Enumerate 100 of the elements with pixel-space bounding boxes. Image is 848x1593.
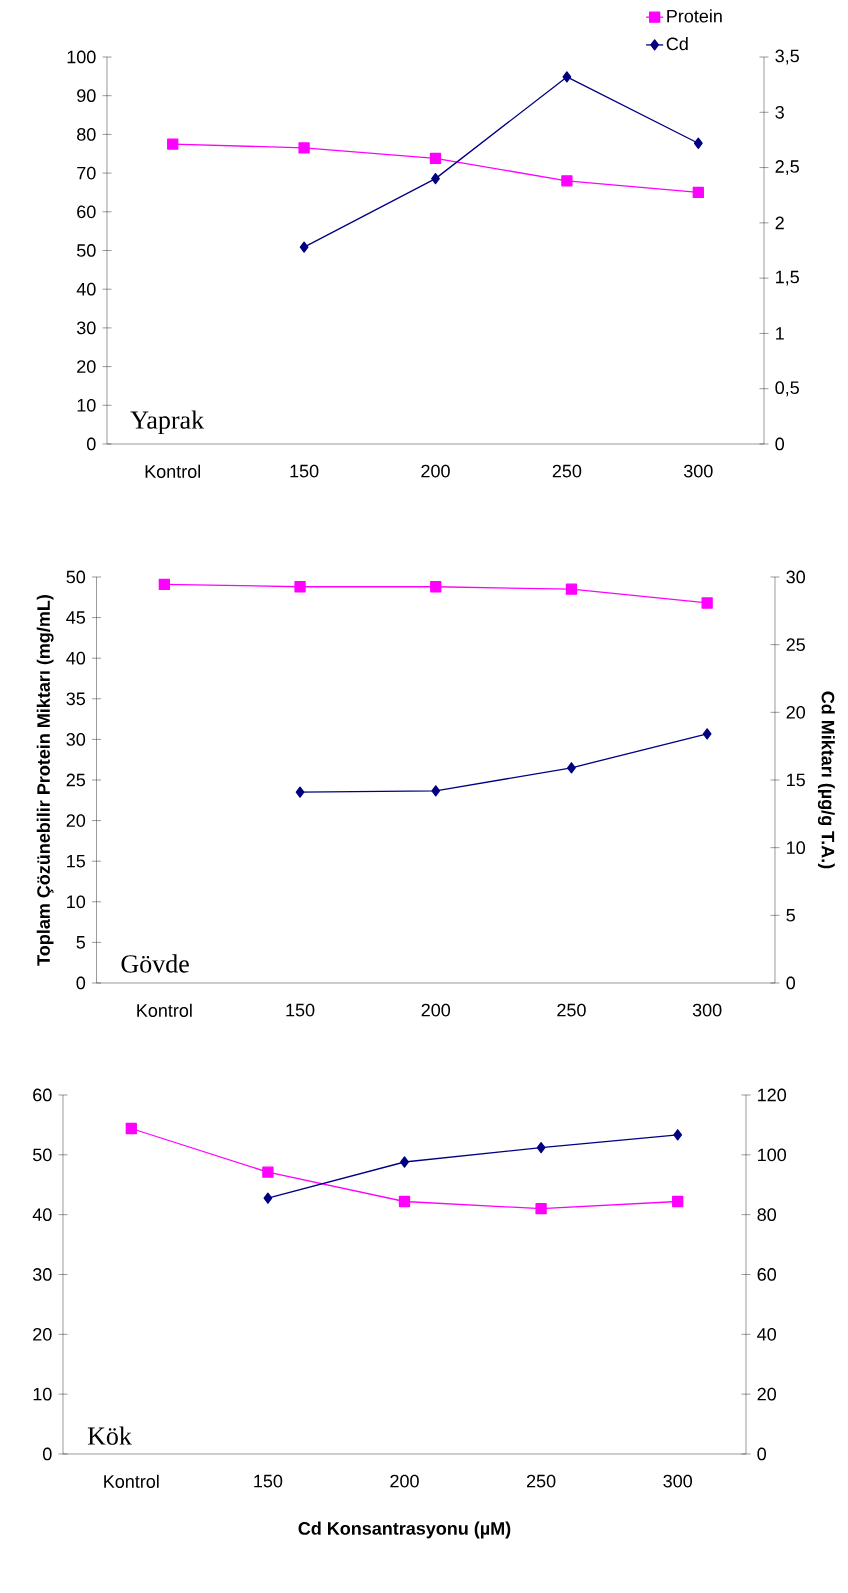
point (692, 186, 704, 199)
y2-tick-label: 40 (757, 1327, 777, 1341)
y2-tick-label: 5 (786, 909, 795, 922)
point (431, 785, 441, 797)
y2-axis-title: Cd Miktarı (µg/g T.A.) (817, 691, 835, 869)
y2-tick-label: 1 (776, 327, 784, 340)
point (701, 597, 713, 609)
point (562, 71, 572, 83)
point (398, 1195, 411, 1208)
y-tick-label: 30 (66, 733, 86, 746)
y2-tick-label: 30 (786, 570, 806, 584)
y2-tick-label: 3,5 (775, 49, 799, 65)
y-tick-label: 10 (77, 398, 96, 412)
point (158, 578, 170, 590)
point (672, 1195, 684, 1208)
x-tick-label: 200 (421, 1003, 451, 1017)
point (294, 581, 306, 593)
y-tick-label: 50 (77, 244, 96, 257)
y-tick-label: 25 (66, 773, 86, 787)
legend-label: Protein (667, 9, 722, 23)
x-tick-label: 300 (692, 1003, 722, 1017)
y-tick-label: 10 (67, 895, 86, 909)
legend-label: Cd (666, 37, 688, 51)
y-tick-label: 0 (76, 976, 86, 990)
x-tick-label: 250 (557, 1003, 586, 1017)
y2-tick-label: 60 (757, 1268, 777, 1281)
y-tick-label: 50 (33, 1148, 52, 1162)
y2-tick-label: 20 (757, 1387, 777, 1401)
y2-tick-label: 2 (775, 216, 784, 230)
x-tick-label: 300 (663, 1474, 693, 1488)
x-tick-label: 250 (552, 464, 582, 478)
point (263, 1192, 273, 1204)
y-tick-label: 40 (76, 282, 96, 296)
x-axis-title: Cd Konsantrasyonu (µM) (298, 1521, 511, 1539)
y2-tick-label: 1,5 (776, 270, 799, 286)
y-tick-label: 15 (67, 854, 86, 868)
y-tick-label: 80 (77, 128, 96, 141)
y-tick-label: 40 (66, 651, 86, 665)
y2-tick-label: 80 (757, 1208, 777, 1222)
point (167, 138, 179, 150)
point (429, 152, 442, 165)
x-tick-label: 300 (683, 464, 713, 478)
y-tick-label: 5 (76, 936, 86, 949)
y2-tick-label: 15 (787, 773, 805, 787)
y-tick-label: 20 (77, 360, 96, 373)
y-tick-label: 100 (67, 50, 96, 64)
y-tick-label: 20 (33, 1327, 52, 1341)
x-tick-label: Kontrol (145, 464, 200, 478)
y-axis-title: Toplam Çözünebilir Protein Miktarı (mg/mL) (36, 595, 54, 966)
y2-tick-label: 0 (786, 976, 796, 990)
y-tick-label: 70 (77, 166, 96, 180)
x-tick-label: 250 (526, 1474, 556, 1488)
point (430, 581, 442, 593)
point (295, 786, 305, 798)
point (400, 1156, 409, 1168)
point (673, 1129, 683, 1141)
y-tick-label: 90 (77, 89, 96, 103)
y2-tick-label: 0,5 (775, 381, 799, 397)
point (693, 137, 703, 149)
y2-tick-label: 100 (758, 1148, 787, 1162)
y2-tick-label: 0 (757, 1447, 767, 1461)
y-tick-label: 35 (66, 692, 86, 706)
point (125, 1122, 137, 1135)
point (702, 728, 712, 740)
y-tick-label: 30 (76, 321, 96, 335)
x-tick-label: 200 (390, 1474, 419, 1488)
point (561, 175, 573, 187)
y-tick-label: 0 (42, 1447, 52, 1461)
annotation: Gövde (121, 954, 189, 973)
y-tick-label: 40 (32, 1208, 52, 1222)
y2-tick-label: 2,5 (775, 160, 799, 175)
y2-tick-label: 25 (786, 638, 805, 652)
point (298, 142, 310, 154)
y2-tick-label: 10 (787, 841, 806, 855)
y2-tick-label: 120 (758, 1088, 787, 1102)
y-tick-label: 0 (86, 437, 96, 451)
point (567, 762, 576, 774)
y-tick-label: 50 (66, 570, 86, 584)
y2-tick-label: 3 (775, 105, 784, 119)
annotation: Yaprak (130, 410, 205, 435)
y-tick-label: 60 (33, 1088, 52, 1102)
y-tick-label: 60 (77, 205, 96, 219)
y2-tick-label: 20 (786, 705, 806, 719)
point (535, 1203, 547, 1215)
y-tick-label: 45 (66, 611, 86, 624)
point (299, 241, 309, 253)
y-tick-label: 20 (66, 814, 86, 827)
y2-tick-label: 0 (775, 437, 785, 451)
point (536, 1142, 546, 1154)
x-tick-label: Kontrol (137, 1003, 192, 1017)
y-tick-label: 30 (32, 1268, 52, 1281)
x-tick-label: 150 (290, 464, 319, 478)
x-tick-label: 150 (254, 1474, 283, 1488)
point (565, 583, 578, 595)
y-tick-label: 10 (33, 1387, 52, 1401)
x-tick-label: 200 (421, 464, 450, 478)
annotation: Kök (87, 1426, 132, 1445)
x-tick-label: Kontrol (104, 1474, 159, 1488)
point (262, 1166, 274, 1178)
x-tick-label: 150 (286, 1003, 315, 1017)
